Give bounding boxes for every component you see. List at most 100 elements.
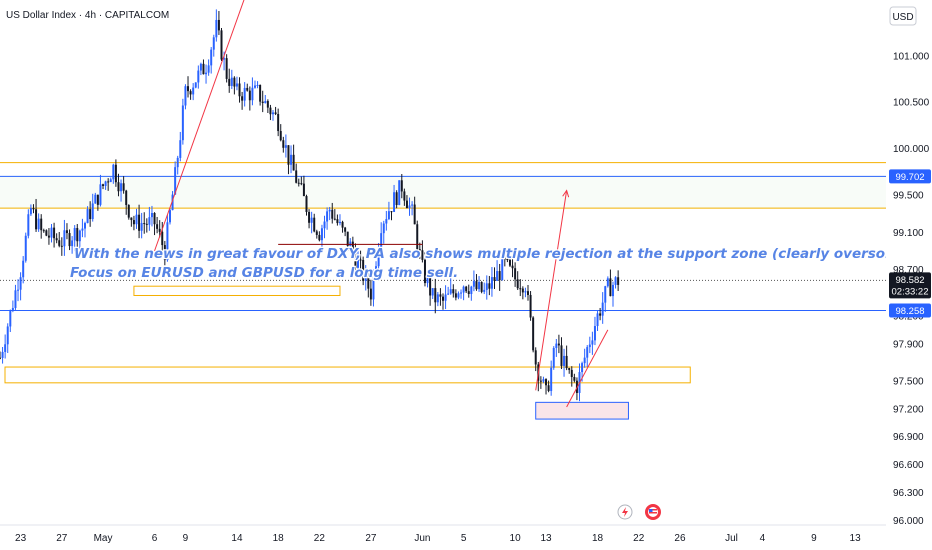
candle-body xyxy=(117,182,120,192)
candle-body xyxy=(426,277,429,284)
candle-body xyxy=(287,145,290,165)
candle-body xyxy=(53,227,56,239)
time-tick: 23 xyxy=(15,533,27,544)
candle-body xyxy=(238,83,241,97)
candle-body xyxy=(591,340,594,345)
candle-body xyxy=(465,286,468,292)
candle-body xyxy=(217,19,220,31)
candle-body xyxy=(483,289,486,292)
price-zone xyxy=(535,401,629,420)
time-tick: 14 xyxy=(231,533,243,544)
candle-body xyxy=(0,357,1,359)
price-zone xyxy=(133,285,341,296)
candle-body xyxy=(27,214,30,236)
candle-body xyxy=(550,367,553,391)
candle-body xyxy=(272,112,275,115)
candle-body xyxy=(475,281,478,290)
candle-body xyxy=(264,101,267,104)
candle-body xyxy=(305,196,308,212)
candle-body xyxy=(14,290,17,308)
candle-body xyxy=(583,357,586,364)
candle-body xyxy=(447,293,450,295)
candle-body xyxy=(333,218,336,220)
time-tick: 13 xyxy=(540,533,552,544)
candle-body xyxy=(614,277,617,285)
candle-body xyxy=(315,231,318,235)
candle-body xyxy=(45,230,48,236)
candle-body xyxy=(403,191,406,201)
price-tick: 97.200 xyxy=(893,404,924,415)
candle-body xyxy=(290,154,293,165)
candle-body xyxy=(400,180,403,192)
candle-body xyxy=(63,230,66,247)
candle-body xyxy=(390,211,393,213)
price-label-value: 98.258 xyxy=(895,306,924,317)
candle-body xyxy=(359,259,362,261)
candle-body xyxy=(442,296,444,301)
candle-body xyxy=(145,223,148,225)
annotation-line-2: Focus on EURUSD and GBPUSD for a long ti… xyxy=(70,265,458,281)
time-tick: 6 xyxy=(152,533,158,544)
candle-body xyxy=(346,231,349,247)
candle-body xyxy=(68,233,71,247)
time-tick: 10 xyxy=(510,533,522,544)
candle-body xyxy=(9,310,12,327)
price-tick: 96.300 xyxy=(893,488,924,499)
candle-body xyxy=(617,277,620,285)
candle-body xyxy=(127,204,130,218)
candle-body xyxy=(189,91,192,95)
time-tick: 18 xyxy=(273,533,285,544)
time-axis-ticks[interactable]: 23 27 May 6 9 14 18 22 27 Jun 5 10 13 18 22 26 Jul 4 9 13 xyxy=(15,533,861,544)
candle-body xyxy=(235,83,238,87)
candle-body xyxy=(225,58,228,79)
candle-body xyxy=(29,208,32,215)
candle-body xyxy=(568,368,571,370)
candle-body xyxy=(496,271,499,281)
candle-body xyxy=(506,258,509,260)
candle-body xyxy=(560,345,563,366)
time-tick: 27 xyxy=(56,533,68,544)
candle-body xyxy=(599,313,602,316)
candle-body xyxy=(125,190,128,205)
us-flag-event-icon[interactable] xyxy=(645,504,661,520)
candle-body xyxy=(310,217,313,223)
price-tick: 98.700 xyxy=(893,265,924,276)
candle-body xyxy=(542,379,545,382)
candle-body xyxy=(161,231,164,246)
candle-body xyxy=(449,289,452,294)
horizontal-levels-layer xyxy=(0,162,886,312)
price-axis-ticks: 96.000 96.300 96.600 96.900 97.200 97.500 97.9… xyxy=(893,51,930,527)
candle-body xyxy=(323,221,326,229)
candle-body xyxy=(326,211,329,222)
dividend-event-icon[interactable] xyxy=(617,504,633,520)
candle-body xyxy=(369,288,372,300)
candle-body xyxy=(156,224,159,229)
candle-body xyxy=(380,233,383,249)
candle-body xyxy=(413,204,416,225)
candle-body xyxy=(102,184,105,186)
candle-body xyxy=(261,101,264,104)
candle-body xyxy=(519,288,522,290)
candle-body xyxy=(351,241,354,253)
candle-body xyxy=(514,268,517,280)
price-zone xyxy=(4,366,691,384)
candle-body xyxy=(418,249,421,251)
candle-body xyxy=(488,283,491,289)
candle-body xyxy=(168,210,171,223)
candle-body xyxy=(176,157,179,168)
price-tick: 100.000 xyxy=(893,144,930,155)
currency-button[interactable] xyxy=(889,6,917,26)
candle-body xyxy=(524,291,527,293)
candle-body xyxy=(187,86,190,92)
candle-body xyxy=(295,170,298,183)
candle-body xyxy=(269,107,272,115)
candle-body xyxy=(485,283,488,290)
candle-body xyxy=(223,58,226,60)
candle-body xyxy=(493,277,496,281)
chart-title: US Dollar Index · 4h · CAPITALCOM xyxy=(6,10,169,21)
candle-body xyxy=(130,217,133,221)
time-tick: 26 xyxy=(674,533,686,544)
candle-body xyxy=(251,87,254,101)
